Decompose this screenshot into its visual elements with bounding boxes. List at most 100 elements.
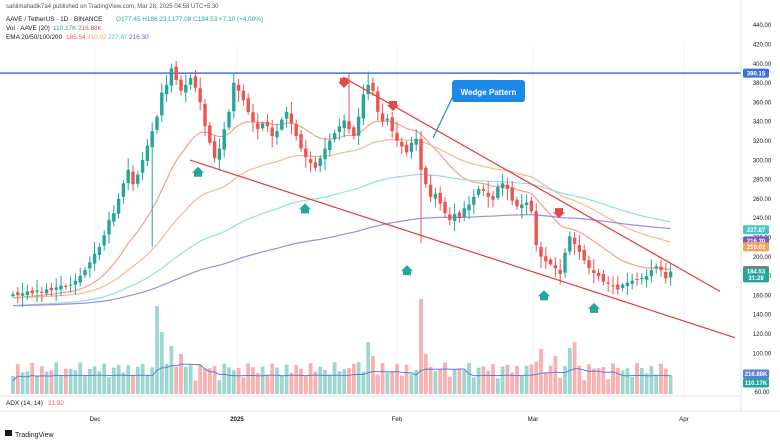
volume-bar [539,349,543,394]
volume-label-text: 110.17K [745,381,768,387]
up-arrow-icon [401,265,413,276]
candle-body [54,287,58,290]
candle-body [140,160,145,173]
volume-bar [87,368,92,394]
ema-legend-value: 185.54 [66,34,86,41]
volume-bar [481,366,486,394]
volume-bar [25,371,30,394]
y-tick-label: 140.00 [753,313,772,319]
candle-body [630,280,634,284]
volume-bar [260,366,265,394]
price-label-text: 31:29 [748,276,764,282]
volume-bar [116,364,121,394]
y-tick-label: 420.00 [753,43,772,49]
candle-body [270,127,274,136]
volume-legend-label: Vol · AAVE (20) [6,25,50,32]
candle-body [136,174,140,184]
candle-body [304,148,308,158]
ema-200-line [12,214,671,307]
volume-bar [111,367,116,394]
candle-body [563,252,567,273]
candle-body [424,167,428,185]
volume-bar [543,372,548,394]
candle-body [486,192,490,197]
volume-ma-line [12,363,671,381]
ema-lines [12,120,671,307]
candle-body [539,246,543,257]
candle-body [553,265,558,269]
price-label-tag [743,68,769,78]
candle-body [49,287,54,291]
volume-bar [356,362,361,394]
candle-body [582,249,586,261]
volume-bar [515,366,519,394]
volume-bar [659,363,663,394]
volume-bar [265,374,270,394]
candle-body [83,270,87,276]
volume-bar [337,371,342,394]
volume-bar [471,377,476,394]
volume-bar [308,362,313,394]
volume-bar [428,366,433,394]
volume-bar [577,365,582,394]
volume-bar [524,365,529,394]
candle-body [313,162,318,168]
volume-bar [188,364,193,394]
x-tick-label: Apr [679,416,689,423]
volume-bar [270,363,275,394]
candle-body [30,290,34,294]
volume-bar [183,366,188,394]
candle-body [462,208,466,218]
y-tick-label: 300.00 [753,158,772,164]
volume-label-text: 216.88K [745,372,768,378]
volume-bar [534,362,539,394]
volume-bar [159,332,164,394]
candle-body [227,111,231,128]
volume-label-tag [743,378,769,388]
y-tick-label: 280.00 [753,178,772,184]
volume-bar [380,363,385,394]
volume-bar [558,377,563,394]
volume-bar [399,375,404,394]
down-arrow-icon [553,208,565,219]
volume-legend-value: 216.88K [78,25,103,32]
volume-bar [361,371,366,394]
volume-bar [107,377,111,394]
candle-body [400,141,404,147]
brand-name: TradingView [15,432,54,439]
volume-bar [668,375,673,394]
y-tick-label: 320.00 [753,139,772,145]
volume-bar [587,364,591,394]
volume-bar [169,346,174,394]
candle-body [620,284,625,288]
candle-body [64,285,68,287]
y-tick-label: 120.00 [753,332,772,338]
candle-body [342,120,346,129]
candle-body [467,204,471,211]
candle-body [654,266,658,269]
volume-bar [630,377,635,394]
candle-body [35,290,39,292]
volume-bar [601,367,606,394]
volume-bar [495,378,500,394]
candle-body [107,219,111,235]
volume-bar [467,362,471,394]
volume-bar [44,371,49,394]
volume-bar [83,376,87,394]
candle-body [481,189,486,191]
y-tick-label: 240.00 [753,216,772,222]
volume-bar [63,368,68,394]
candle-body [534,211,538,246]
candle-body [73,280,78,285]
volume-bar [203,368,207,394]
candle-body [601,274,606,282]
candle-body [356,116,361,136]
candle-body [212,141,217,159]
volume-bar [635,363,639,394]
candle-body [668,271,673,278]
volume-bar [553,356,558,394]
volume-bar [486,370,491,394]
volume-bar [299,368,303,394]
volume-bar [227,367,231,394]
